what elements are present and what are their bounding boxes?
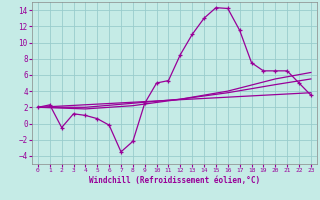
X-axis label: Windchill (Refroidissement éolien,°C): Windchill (Refroidissement éolien,°C): [89, 176, 260, 185]
